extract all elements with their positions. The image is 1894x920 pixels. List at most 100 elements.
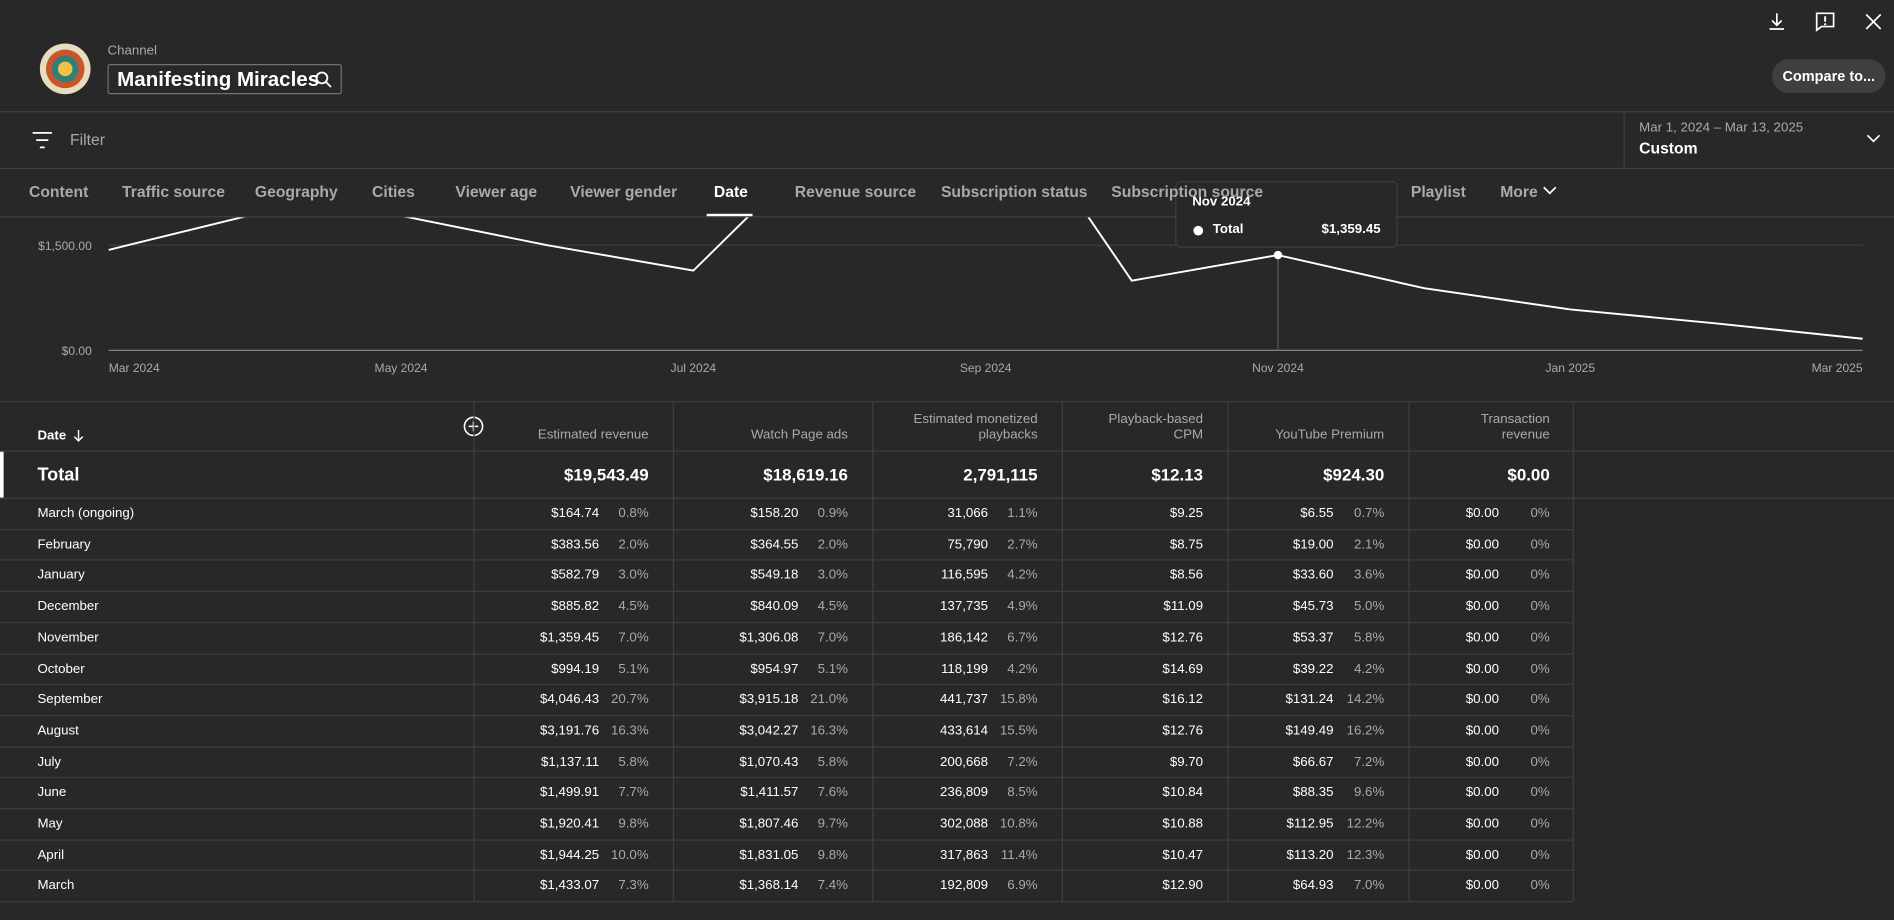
row-date: March (ongoing): [37, 506, 135, 521]
row-value: 137,735: [940, 599, 989, 614]
row-value: $954.97: [750, 661, 799, 676]
filter-input[interactable]: Filter: [70, 130, 105, 149]
column-header[interactable]: Watch Page ads: [750, 427, 848, 443]
row-value: $158.20: [750, 506, 799, 521]
row-value: $0.00: [1465, 785, 1500, 800]
row-value: $0.00: [1465, 878, 1500, 894]
tab[interactable]: Playlist: [1410, 182, 1466, 201]
row-share: 12.2%: [1346, 816, 1385, 832]
row-value: $10.84: [1162, 785, 1204, 800]
row-share: 14.2%: [1346, 692, 1385, 707]
tooltip-value: $1,359.45: [1321, 222, 1381, 237]
row-value: $364.55: [750, 537, 799, 552]
row-share: 7.0%: [618, 630, 649, 645]
row-share: 0.9%: [817, 506, 848, 521]
tab[interactable]: More: [1500, 182, 1557, 201]
row-value: 192,809: [940, 878, 989, 894]
row-value: $885.82: [551, 599, 600, 614]
compare-button[interactable]: Compare to...: [1772, 59, 1886, 94]
row-divider: [0, 590, 1573, 592]
close-button[interactable]: [1863, 11, 1885, 33]
tab[interactable]: Viewer gender: [570, 182, 678, 201]
column-divider: [1061, 402, 1063, 902]
row-divider: [0, 559, 1573, 561]
total-label: Total: [37, 465, 80, 486]
tab[interactable]: Subscription status: [940, 182, 1088, 201]
feedback-button[interactable]: [1814, 11, 1836, 33]
row-share: 0.8%: [618, 506, 649, 521]
column-header[interactable]: Estimated monetized playbacks: [913, 411, 1038, 443]
row-share: 11.4%: [1000, 847, 1038, 863]
row-value: $12.76: [1162, 630, 1204, 645]
channel-avatar[interactable]: [39, 42, 92, 95]
row-value: $0.00: [1465, 537, 1500, 552]
row-value: 186,142: [940, 630, 989, 645]
row-divider: [0, 652, 1573, 655]
plot-area: [108, 217, 1863, 351]
row-value: 302,088: [940, 816, 989, 832]
row-value: $994.19: [551, 661, 600, 676]
tab[interactable]: Traffic source: [121, 182, 225, 201]
channel-search[interactable]: Manifesting Miracles: [107, 64, 342, 95]
row-share: 0%: [1530, 878, 1550, 894]
channel-label: Channel: [107, 43, 158, 58]
filter-icon[interactable]: [31, 130, 53, 149]
column-header[interactable]: YouTube Premium: [1275, 427, 1385, 443]
tab[interactable]: Subscription source: [1111, 182, 1264, 201]
tab[interactable]: Viewer age: [455, 182, 538, 201]
tab[interactable]: Cities: [372, 182, 415, 201]
row-value: $112.95: [1286, 816, 1334, 832]
row-share: 5.8%: [817, 754, 848, 769]
row-share: 15.5%: [999, 723, 1038, 738]
row-value: $8.56: [1169, 568, 1204, 583]
row-date: February: [37, 537, 91, 552]
tab[interactable]: Content: [28, 182, 89, 201]
row-value: $0.00: [1465, 754, 1500, 769]
column-header[interactable]: Estimated revenue: [537, 427, 649, 443]
row-share: 5.1%: [618, 661, 649, 676]
x-tick-label: May 2024: [375, 361, 428, 375]
row-divider: [0, 777, 1573, 779]
row-value: 118,199: [941, 661, 989, 676]
total-value: $19,543.49: [563, 465, 649, 485]
row-value: $131.24: [1285, 692, 1334, 707]
row-value: $33.60: [1292, 568, 1334, 583]
revenue-line: [108, 217, 1863, 340]
row-value: $0.00: [1465, 506, 1500, 521]
active-tab-indicator: [706, 213, 753, 217]
row-value: $12.76: [1162, 723, 1204, 738]
row-value: $840.09: [750, 599, 799, 614]
row-date: November: [37, 630, 99, 645]
search-icon: [315, 71, 332, 88]
date-dropdown[interactable]: [1865, 133, 1882, 145]
row-share: 4.2%: [1007, 661, 1038, 676]
date-period[interactable]: Custom: [1639, 138, 1698, 158]
row-share: 4.5%: [618, 599, 649, 614]
download-button[interactable]: [1766, 11, 1788, 33]
sort-arrow[interactable]: [72, 429, 84, 443]
row-value: $1,411.57: [740, 785, 799, 800]
row-divider: [0, 714, 1573, 717]
row-value: $113.20: [1286, 847, 1334, 863]
date-range[interactable]: Mar 1, 2024 – Mar 13, 2025: [1639, 120, 1804, 136]
column-divider: [672, 402, 675, 902]
row-value: $8.75: [1169, 537, 1204, 552]
row-divider: [0, 839, 1573, 841]
tab[interactable]: Geography: [254, 182, 338, 201]
row-value: 317,863: [940, 847, 989, 863]
x-tick-label: Mar 2024: [109, 361, 160, 375]
row-value: $1,070.43: [739, 754, 799, 769]
row-value: 433,614: [940, 723, 989, 738]
total-value: $12.13: [1151, 465, 1204, 485]
tab[interactable]: Date: [713, 182, 748, 201]
row-date: July: [37, 754, 62, 769]
row-share: 7.0%: [1353, 878, 1385, 894]
row-value: $6.55: [1300, 506, 1334, 521]
row-share: 6.9%: [1007, 878, 1038, 894]
tab[interactable]: Revenue source: [794, 182, 917, 201]
column-header[interactable]: Transaction revenue: [1480, 411, 1550, 443]
column-header[interactable]: Playback-based CPM: [1108, 411, 1204, 443]
row-value: $383.56: [551, 537, 600, 552]
